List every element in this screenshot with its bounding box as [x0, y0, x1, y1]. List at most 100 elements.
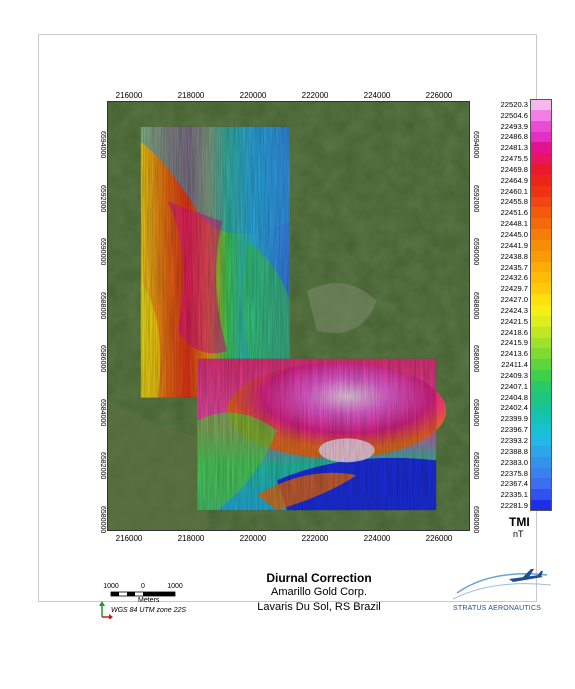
- scale-bar-graphic: [110, 591, 176, 597]
- legend-swatch: [530, 326, 552, 338]
- legend-value: 22281.9: [500, 501, 528, 511]
- legend-value: 22409.3: [500, 370, 528, 380]
- legend-value: 22481.3: [500, 143, 528, 153]
- legend-row: 22411.4: [494, 359, 552, 371]
- legend-value: 22427.0: [500, 295, 528, 305]
- legend-value: 22404.8: [500, 392, 528, 402]
- scale-label-right: 1000: [167, 583, 183, 590]
- x-tick-label: 226000: [425, 91, 453, 100]
- stratus-logo-icon: [452, 569, 552, 600]
- legend-value: 22438.8: [500, 251, 528, 261]
- legend-row: 22429.7: [494, 283, 552, 295]
- x-tick-label: 222000: [301, 534, 329, 543]
- legend-swatch: [530, 402, 552, 414]
- legend-swatch: [530, 467, 552, 479]
- y-tick-label: 6586000: [472, 345, 479, 373]
- legend-row: 22281.9: [494, 500, 552, 511]
- x-tick-label: 218000: [177, 91, 205, 100]
- legend-value: 22435.7: [500, 262, 528, 272]
- legend-swatch: [530, 489, 552, 501]
- map-frame[interactable]: [107, 101, 470, 531]
- legend-row: 22409.3: [494, 370, 552, 381]
- legend-value: 22469.8: [500, 164, 528, 174]
- legend-value: 22504.6: [500, 110, 528, 120]
- legend-swatch: [530, 445, 552, 457]
- legend-value: 22335.1: [500, 490, 528, 500]
- y-tick-label: 6584000: [99, 398, 106, 426]
- legend-swatch: [530, 142, 552, 154]
- x-tick-label: 220000: [239, 534, 267, 543]
- legend-swatch: [530, 391, 552, 403]
- y-tick-label: 6580000: [99, 505, 106, 533]
- legend-swatch: [530, 153, 552, 165]
- legend-value: 22411.4: [501, 360, 528, 370]
- legend-row: 22375.8: [494, 467, 552, 479]
- legend-swatch: [530, 337, 552, 349]
- y-tick-label: 6582000: [99, 452, 106, 480]
- legend-swatch: [530, 424, 552, 436]
- legend-swatch: [530, 239, 552, 251]
- legend-swatch: [530, 185, 552, 197]
- legend-value: 22460.1: [500, 186, 528, 196]
- y-tick-label: 6590000: [472, 238, 479, 266]
- legend-row: 22421.5: [494, 315, 552, 327]
- legend-row: 22396.7: [494, 424, 552, 436]
- legend-value: 22464.9: [500, 175, 528, 185]
- legend-row: 22520.3: [494, 99, 552, 110]
- legend-row: 22402.4: [494, 402, 552, 414]
- legend-row: 22438.8: [494, 250, 552, 262]
- legend-swatch: [530, 283, 552, 295]
- legend-value: 22520.3: [500, 99, 528, 109]
- legend-row: 22367.4: [494, 478, 552, 490]
- legend-swatch: [530, 261, 552, 273]
- legend-unit: nT: [513, 529, 524, 539]
- x-tick-label: 222000: [301, 91, 329, 100]
- legend-row: 22460.1: [494, 185, 552, 197]
- y-tick-label: 6590000: [99, 238, 106, 266]
- legend-row: 22432.6: [494, 272, 552, 284]
- x-tick-label: 224000: [363, 534, 391, 543]
- client-name: Amarillo Gold Corp.: [271, 586, 367, 598]
- legend-row: 22448.1: [494, 218, 552, 230]
- legend-row: 22404.8: [494, 391, 552, 403]
- legend-swatch: [530, 315, 552, 327]
- legend-row: 22393.2: [494, 435, 552, 446]
- legend-swatch: [530, 456, 552, 468]
- y-tick-label: 6588000: [99, 291, 106, 319]
- legend-swatch: [530, 272, 552, 284]
- legend-swatch: [530, 218, 552, 230]
- legend-swatch: [530, 359, 552, 371]
- legend-row: 22413.6: [494, 348, 552, 360]
- legend-row: 22464.9: [494, 174, 552, 186]
- scale-label-left: 1000: [103, 583, 119, 590]
- legend-row: 22388.8: [494, 445, 552, 457]
- logo-text: STRATUS AERONAUTICS: [453, 605, 542, 612]
- legend-value: 22475.5: [500, 154, 528, 164]
- legend-value: 22396.7: [500, 425, 528, 435]
- legend-swatch: [530, 305, 552, 316]
- survey-block-south: [197, 358, 447, 511]
- legend-value: 22367.4: [500, 479, 528, 489]
- legend-swatch: [530, 478, 552, 490]
- legend-swatch: [530, 500, 552, 511]
- project-location: Lavaris Du Sol, RS Brazil: [257, 601, 381, 613]
- scale-unit: Meters: [138, 597, 160, 604]
- y-tick-label: 6594000: [472, 131, 479, 159]
- legend-row: 22424.3: [494, 305, 552, 316]
- legend-value: 22445.0: [500, 230, 528, 239]
- legend-swatch: [530, 131, 552, 143]
- legend-row: 22383.0: [494, 456, 552, 468]
- y-tick-label: 6580000: [472, 505, 479, 533]
- legend-swatch: [530, 164, 552, 175]
- legend-row: 22427.0: [494, 294, 552, 305]
- legend-row: 22335.1: [494, 489, 552, 501]
- legend-row: 22451.6: [494, 207, 552, 219]
- legend-row: 22504.6: [494, 109, 552, 121]
- legend-value: 22455.8: [500, 197, 528, 207]
- scale-label-zero: 0: [141, 583, 145, 590]
- x-tick-label: 226000: [425, 534, 453, 543]
- legend-value: 22493.9: [500, 121, 528, 131]
- legend-swatch: [530, 120, 552, 132]
- legend-value: 22429.7: [500, 284, 528, 294]
- legend-row: 22481.3: [494, 142, 552, 154]
